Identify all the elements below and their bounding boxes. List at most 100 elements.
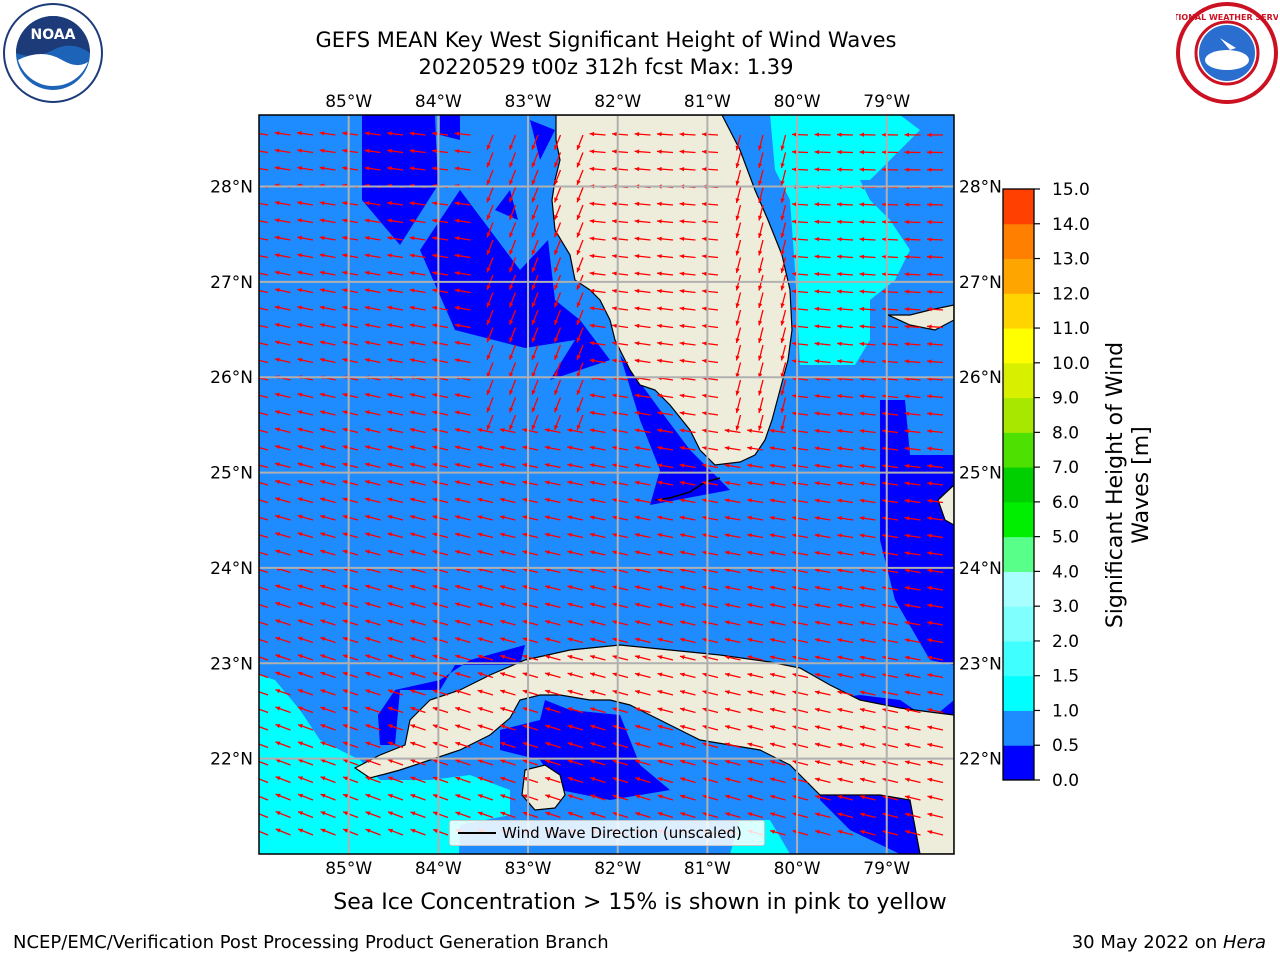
wave-arrow <box>927 673 944 679</box>
wave-arrow <box>410 811 426 819</box>
wave-arrow <box>724 637 741 644</box>
wave-arrow <box>589 480 606 486</box>
latitude-tick-label: 27°N <box>959 273 1002 293</box>
wave-arrow <box>477 654 494 661</box>
wave-arrow <box>544 602 561 609</box>
wave-arrow <box>387 427 404 434</box>
wave-arrow <box>576 309 584 326</box>
wave-arrow <box>554 169 562 186</box>
wave-arrow <box>410 793 426 801</box>
wave-arrow <box>320 706 336 714</box>
wave-arrow <box>769 725 786 731</box>
wave-arrow <box>544 480 561 486</box>
wave-arrow <box>477 637 494 644</box>
wave-arrow <box>509 292 517 308</box>
low-wave-region <box>420 190 610 380</box>
wave-arrow <box>364 427 381 434</box>
wave-arrow <box>702 393 719 399</box>
wave-arrow <box>881 272 899 277</box>
wave-arrow <box>814 777 831 784</box>
wave-arrow <box>432 584 449 591</box>
wave-arrow <box>679 724 696 731</box>
wave-arrow <box>882 498 899 504</box>
wave-arrow <box>904 795 921 801</box>
wave-arrow <box>747 463 764 469</box>
wave-arrow <box>320 671 336 679</box>
wave-arrow <box>486 204 494 221</box>
wave-arrow <box>612 236 629 241</box>
wave-arrow <box>319 270 336 276</box>
wave-arrow <box>432 672 449 679</box>
wave-arrow <box>589 445 606 451</box>
wave-arrow <box>259 412 269 416</box>
wave-arrow <box>432 619 449 626</box>
wave-arrow <box>531 222 539 238</box>
wave-arrow <box>634 532 651 539</box>
wave-arrow <box>679 812 696 819</box>
wave-arrow <box>927 429 944 434</box>
wave-arrow <box>679 567 696 574</box>
wave-arrow <box>792 637 809 644</box>
wave-arrow <box>576 379 584 396</box>
wave-arrow <box>589 602 606 609</box>
wave-arrow <box>814 690 831 696</box>
wave-arrow <box>747 777 764 784</box>
wave-arrow <box>576 134 584 151</box>
colorbar-segment <box>1003 362 1034 399</box>
wave-arrow <box>455 706 471 714</box>
wave-arrow <box>567 742 584 749</box>
wave-arrow <box>259 656 269 661</box>
wave-arrow <box>679 585 696 591</box>
colorbar-segment <box>1003 606 1034 642</box>
latitude-tick-label: 23°N <box>959 654 1002 674</box>
wave-arrow <box>735 187 742 204</box>
wave-arrow <box>365 724 381 731</box>
wave-arrow <box>904 568 921 574</box>
wave-arrow <box>319 288 336 294</box>
wave-arrow <box>342 776 359 784</box>
wave-arrow <box>342 706 359 714</box>
wave-arrow <box>499 445 516 451</box>
wave-arrow <box>319 218 336 224</box>
wave-arrow <box>702 568 719 574</box>
wave-arrow <box>409 131 426 136</box>
wave-arrow <box>509 204 517 221</box>
wave-arrow <box>410 654 426 661</box>
longitude-tick-label: 84°W <box>415 859 462 879</box>
colorbar-title: Significant Height of Wind Waves [m] <box>1103 341 1154 629</box>
wave-arrow <box>454 550 471 556</box>
wave-arrow <box>500 811 516 819</box>
wave-arrow <box>454 445 471 451</box>
wave-arrow <box>747 585 764 591</box>
wave-arrow <box>410 706 426 714</box>
wave-arrow <box>544 515 561 521</box>
wave-arrow <box>634 445 651 451</box>
wave-arrow <box>859 446 876 451</box>
wave-arrow <box>724 498 741 504</box>
wave-arrow <box>576 362 584 378</box>
wave-arrow <box>814 237 831 242</box>
wave-arrow <box>531 204 539 221</box>
wave-arrow <box>735 222 742 239</box>
wave-arrow <box>724 759 741 766</box>
wave-arrow <box>612 811 629 819</box>
wave-arrow <box>657 707 674 714</box>
wave-arrow <box>274 253 291 259</box>
wave-arrow <box>297 532 314 539</box>
wave-arrow <box>814 341 831 346</box>
wave-arrow <box>275 601 291 609</box>
wave-arrow <box>342 480 359 486</box>
wave-arrow <box>724 463 741 469</box>
wave-arrow <box>432 602 449 609</box>
wave-arrow <box>499 462 516 469</box>
wave-arrow <box>589 550 606 556</box>
colorbar-segment <box>1003 467 1034 503</box>
wave-arrow <box>589 742 606 749</box>
wave-arrow <box>259 255 269 259</box>
wave-arrow <box>679 445 696 451</box>
wave-arrow <box>837 655 854 661</box>
wave-arrow <box>881 202 899 207</box>
wave-arrow <box>904 254 921 260</box>
wave-arrow <box>635 794 651 801</box>
latitude-tick-label: 25°N <box>959 464 1002 484</box>
